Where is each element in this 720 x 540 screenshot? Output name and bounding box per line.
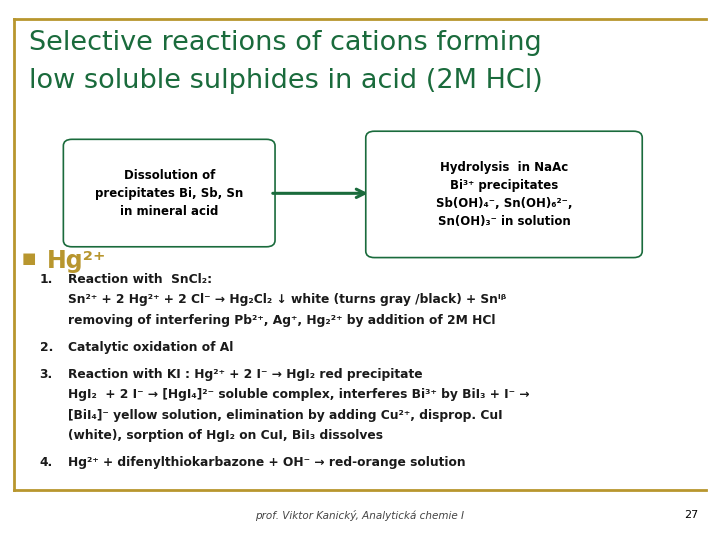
Text: Hg²⁺ + difenylthiokarbazone + OH⁻ → red-orange solution: Hg²⁺ + difenylthiokarbazone + OH⁻ → red-… [68, 456, 466, 469]
Text: [BiI₄]⁻ yellow solution, elimination by adding Cu²⁺, disprop. CuI: [BiI₄]⁻ yellow solution, elimination by … [68, 409, 503, 422]
Text: Hydrolysis  in NaAc
Bi³⁺ precipitates
Sb(OH)₄⁻, Sn(OH)₆²⁻,
Sn(OH)₃⁻ in solution: Hydrolysis in NaAc Bi³⁺ precipitates Sb(… [436, 161, 572, 228]
Text: ■: ■ [22, 251, 36, 266]
Text: HgI₂  + 2 I⁻ → [HgI₄]²⁻ soluble complex, interferes Bi³⁺ by BiI₃ + I⁻ →: HgI₂ + 2 I⁻ → [HgI₄]²⁻ soluble complex, … [68, 388, 530, 401]
Text: Catalytic oxidation of Al: Catalytic oxidation of Al [68, 341, 234, 354]
Text: Dissolution of
precipitates Bi, Sb, Sn
in mineral acid: Dissolution of precipitates Bi, Sb, Sn i… [95, 168, 243, 218]
Text: 3.: 3. [40, 368, 53, 381]
FancyBboxPatch shape [63, 139, 275, 247]
Text: 2.: 2. [40, 341, 53, 354]
Text: Sn²⁺ + 2 Hg²⁺ + 2 Cl⁻ → Hg₂Cl₂ ↓ white (turns gray /black) + Snᴵᵝ: Sn²⁺ + 2 Hg²⁺ + 2 Cl⁻ → Hg₂Cl₂ ↓ white (… [68, 293, 507, 306]
Text: (white), sorption of HgI₂ on CuI, BiI₃ dissolves: (white), sorption of HgI₂ on CuI, BiI₃ d… [68, 429, 383, 442]
Text: removing of interfering Pb²⁺, Ag⁺, Hg₂²⁺ by addition of 2M HCl: removing of interfering Pb²⁺, Ag⁺, Hg₂²⁺… [68, 314, 496, 327]
Text: Reaction with KI : Hg²⁺ + 2 I⁻ → HgI₂ red precipitate: Reaction with KI : Hg²⁺ + 2 I⁻ → HgI₂ re… [68, 368, 423, 381]
FancyBboxPatch shape [366, 131, 642, 258]
Text: prof. Viktor Kanický, Analytická chemie I: prof. Viktor Kanický, Analytická chemie … [256, 510, 464, 521]
Text: Selective reactions of cations forming: Selective reactions of cations forming [29, 30, 541, 56]
Text: 4.: 4. [40, 456, 53, 469]
Text: 1.: 1. [40, 273, 53, 286]
Text: Hg²⁺: Hg²⁺ [47, 249, 107, 273]
Text: Reaction with  SnCl₂:: Reaction with SnCl₂: [68, 273, 212, 286]
Text: low soluble sulphides in acid (2M HCl): low soluble sulphides in acid (2M HCl) [29, 68, 543, 93]
Text: 27: 27 [684, 510, 698, 521]
